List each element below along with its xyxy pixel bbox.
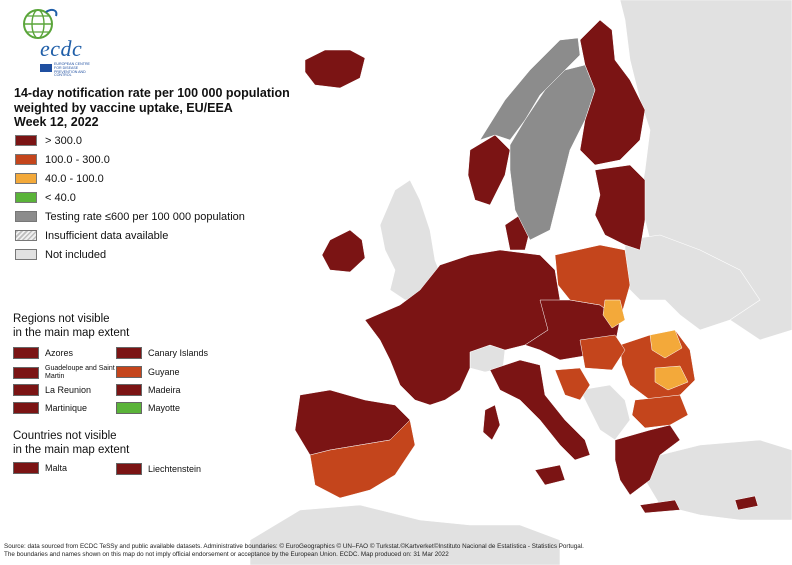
legend-item: Testing rate ≤600 per 100 000 population <box>15 207 245 226</box>
poland-region <box>602 299 626 329</box>
countries-title: Countries not visible in the main map ex… <box>13 430 130 456</box>
map-title: 14-day notification rate per 100 000 pop… <box>14 86 314 130</box>
romania-north <box>649 329 683 359</box>
region-item: Martinique <box>13 402 87 414</box>
rate-over-300 <box>294 19 759 514</box>
norway-south <box>467 134 511 206</box>
legend-swatch <box>15 230 37 241</box>
region-item: Madeira <box>116 384 181 396</box>
north-africa-land <box>249 504 561 565</box>
non-eu-land <box>249 0 792 565</box>
country-item: Malta <box>13 462 67 474</box>
region-item: Canary Islands <box>116 347 208 359</box>
country-item: Liechtenstein <box>116 463 201 475</box>
regions-title: Regions not visible in the main map exte… <box>13 313 130 339</box>
region-item: Guyane <box>116 366 180 378</box>
legend: > 300.0 100.0 - 300.0 40.0 - 100.0 < 40.… <box>15 131 245 264</box>
eu-flag-icon <box>40 64 52 72</box>
ecdc-logo: ecdc EUROPEAN CENTRE FOR DISEASE PREVENT… <box>12 6 102 77</box>
italy <box>489 359 591 461</box>
spain-south <box>309 419 416 499</box>
baltics <box>594 164 646 251</box>
legend-swatch <box>15 173 37 184</box>
legend-swatch <box>15 192 37 203</box>
title-line-3: Week 12, 2022 <box>14 115 99 129</box>
legend-item: < 40.0 <box>15 188 245 207</box>
cyprus <box>734 495 759 511</box>
iceland <box>304 49 366 89</box>
sardinia <box>482 404 501 441</box>
greece <box>614 424 681 496</box>
logo-text: ecdc <box>40 36 83 61</box>
balkans-land <box>579 384 631 441</box>
legend-item: Not included <box>15 245 245 264</box>
rate-40-100 <box>602 299 689 391</box>
legend-swatch <box>15 135 37 146</box>
romania-south <box>654 365 689 391</box>
ireland <box>321 229 366 273</box>
crete <box>639 499 681 514</box>
region-item: Guadeloupe and Saint Martin <box>13 365 115 381</box>
hungary <box>579 334 626 371</box>
low-testing-rate <box>479 37 596 241</box>
legend-item: 100.0 - 300.0 <box>15 150 245 169</box>
legend-swatch <box>15 249 37 260</box>
bulgaria <box>631 394 689 429</box>
region-item: Mayotte <box>116 402 180 414</box>
legend-swatch <box>15 154 37 165</box>
region-item: La Reunion <box>13 384 91 396</box>
ukraine-belarus-land <box>624 234 761 331</box>
title-line-2: weighted by vaccine uptake, EU/EEA <box>14 100 233 115</box>
globe-icon <box>23 8 58 39</box>
legend-item: 40.0 - 100.0 <box>15 169 245 188</box>
logo-subtitle: EUROPEAN CENTRE FOR DISEASE PREVENTION A… <box>54 62 90 78</box>
region-item: Azores <box>13 347 73 359</box>
france-benelux-germany <box>364 249 561 406</box>
legend-swatch <box>15 211 37 222</box>
sweden <box>509 64 596 241</box>
legend-item: Insufficient data available <box>15 226 245 245</box>
sicily <box>534 464 566 486</box>
title-line-1: 14-day notification rate per 100 000 pop… <box>14 86 290 100</box>
croatia-balkan <box>554 367 591 401</box>
norway-north <box>479 37 581 141</box>
source-note: Source: data sourced from ECDC TeSSy and… <box>4 543 584 558</box>
legend-item: > 300.0 <box>15 131 245 150</box>
